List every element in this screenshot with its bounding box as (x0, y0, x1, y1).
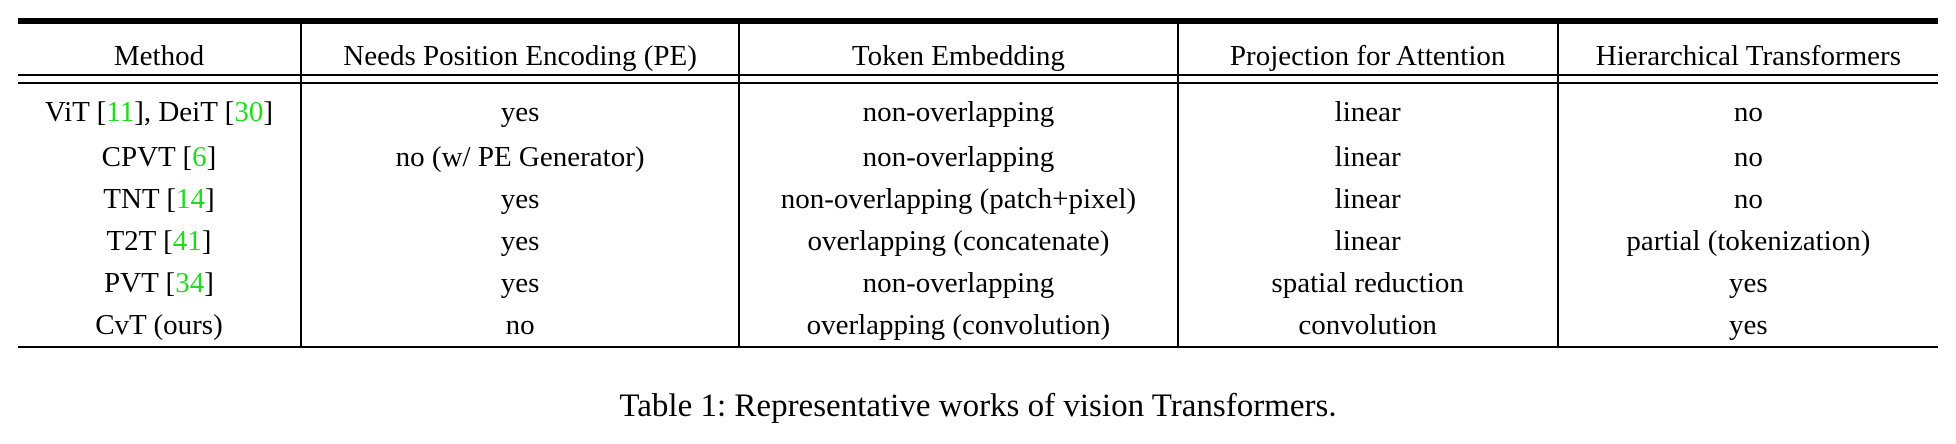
citation-link[interactable]: 41 (172, 224, 202, 257)
cell-hierarchical: no (1733, 140, 1763, 173)
table-row: CPVT [6] no (w/ PE Generator) non-overlapp… (18, 136, 1938, 178)
cell-position-encoding: yes (300, 220, 741, 262)
cell-token-embedding: overlapping (convolution) (739, 304, 1179, 348)
table-body: ViT [11], DeiT [30] yes non-overlapping lin… (18, 83, 1938, 348)
cell-position-encoding: no (w/ PE Generator) (300, 136, 741, 178)
method-text: ] (263, 95, 274, 128)
cell-token-embedding: non-overlapping (patch+pixel) (739, 178, 1179, 220)
header-row: Method Needs Position Encoding (PE) Toke… (18, 21, 1938, 84)
table-caption: Table 1: Representative works of vision … (619, 388, 1337, 424)
header-token-embedding: Token Embedding (739, 21, 1179, 84)
cell-hierarchical: no (1733, 182, 1763, 215)
header-hierarchical: Hierarchical Transformers (1557, 21, 1938, 84)
cell-position-encoding: yes (300, 83, 741, 136)
header-position-encoding: Needs Position Encoding (PE) (300, 21, 741, 84)
citation-link[interactable]: 34 (175, 266, 205, 299)
table-row: T2T [41] yes overlapping (concatenate) line… (18, 220, 1938, 262)
method-text: ] (206, 140, 217, 173)
method-text: ViT [ (44, 95, 107, 128)
header-projection: Projection for Attention (1177, 21, 1559, 84)
cell-projection: linear (1177, 220, 1559, 262)
cell-method: CvT (ours) (18, 304, 302, 348)
method-text: TNT [ (103, 182, 177, 215)
comparison-table-container: Method Needs Position Encoding (PE) Toke… (18, 18, 1938, 348)
citation-link[interactable]: 11 (106, 95, 135, 128)
header-method: Method (18, 21, 302, 84)
cell-position-encoding: yes (300, 178, 741, 220)
citation-link[interactable]: 6 (192, 140, 207, 173)
method-text: PVT [ (104, 266, 176, 299)
cell-hierarchical: partial (tokenization) (1626, 224, 1871, 257)
citation-link[interactable]: 30 (234, 95, 264, 128)
cell-token-embedding: non-overlapping (739, 136, 1179, 178)
method-text: ] (204, 266, 214, 299)
cell-token-embedding: non-overlapping (739, 83, 1179, 136)
method-text: CPVT [ (101, 140, 193, 173)
cell-method: TNT [14] (18, 178, 302, 220)
method-text: ] (205, 182, 215, 215)
cell-token-embedding: overlapping (concatenate) (739, 220, 1179, 262)
cell-method: T2T [41] (18, 220, 302, 262)
cell-method: ViT [11], DeiT [30] (18, 83, 302, 136)
method-text: ], DeiT [ (134, 95, 235, 128)
method-text: CvT (ours) (95, 308, 223, 341)
cell-hierarchical: no (1733, 95, 1763, 128)
cell-position-encoding: no (300, 304, 741, 348)
cell-method: CPVT [6] (18, 136, 302, 178)
cell-projection: linear (1177, 83, 1559, 136)
cell-token-embedding: non-overlapping (739, 262, 1179, 304)
table-row: CvT (ours) no overlapping (convolution) con… (18, 304, 1938, 348)
comparison-table: Method Needs Position Encoding (PE) Toke… (18, 18, 1938, 348)
cell-projection: convolution (1177, 304, 1559, 348)
cell-hierarchical: yes (1729, 266, 1768, 299)
cell-projection: linear (1177, 136, 1559, 178)
cell-method: PVT [34] (18, 262, 302, 304)
cell-position-encoding: yes (300, 262, 741, 304)
table-row: PVT [34] yes non-overlapping spatial reduct… (18, 262, 1938, 304)
method-text: T2T [ (106, 224, 173, 257)
table-row: TNT [14] yes non-overlapping (patch+pixel)… (18, 178, 1938, 220)
table-row: ViT [11], DeiT [30] yes non-overlapping lin… (18, 83, 1938, 136)
citation-link[interactable]: 14 (176, 182, 206, 215)
cell-projection: linear (1177, 178, 1559, 220)
method-text: ] (201, 224, 212, 257)
cell-hierarchical: yes (1557, 304, 1938, 348)
cell-projection: spatial reduction (1177, 262, 1559, 304)
